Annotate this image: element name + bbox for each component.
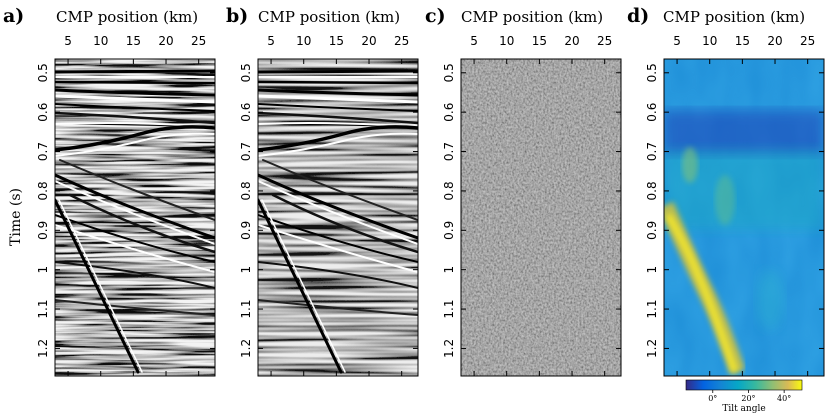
x-tick-label: 15 bbox=[735, 34, 750, 48]
panel-d-top-axis: 5 10 15 20 25 bbox=[673, 34, 815, 376]
y-tick-label: 0.6 bbox=[36, 103, 50, 122]
colorbar-tick-label: 0° bbox=[708, 394, 717, 403]
panel-d-letter: d) bbox=[627, 5, 649, 27]
panel-a-top-axis: 5 10 15 20 25 bbox=[64, 34, 206, 376]
y-tick-label: 0.9 bbox=[239, 221, 253, 240]
panel-d: d) CMP position (km) 5 10 15 20 25 0.5 0.6 0.7… bbox=[627, 5, 825, 377]
x-tick-label: 5 bbox=[673, 34, 681, 48]
x-tick-label: 20 bbox=[361, 34, 376, 48]
x-tick-label: 25 bbox=[394, 34, 409, 48]
panel-a-reflectors bbox=[55, 69, 215, 374]
y-tick-label: 0.9 bbox=[645, 221, 659, 240]
y-tick-label: 0.6 bbox=[442, 103, 456, 122]
panel-d-title: CMP position (km) bbox=[663, 8, 805, 26]
panel-b: b) CMP position (km) bbox=[226, 5, 419, 377]
y-tick-label: 1.2 bbox=[239, 339, 253, 358]
panel-d-left-axis: 0.5 0.6 0.7 0.8 0.9 1 1.1 1.2 bbox=[645, 63, 824, 358]
y-tick-label: 0.7 bbox=[442, 142, 456, 161]
y-tick-label: 0.7 bbox=[645, 142, 659, 161]
y-tick-label: 1 bbox=[239, 266, 253, 274]
colorbar-tick-label: 20° bbox=[741, 394, 755, 403]
x-tick-label: 15 bbox=[532, 34, 547, 48]
y-tick-label: 1.2 bbox=[645, 339, 659, 358]
y-tick-label: 0.6 bbox=[645, 103, 659, 122]
colorbar-tick-label: 40° bbox=[777, 394, 791, 403]
panel-c-left-axis: 0.5 0.6 0.7 0.8 0.9 1 1.1 1.2 bbox=[442, 63, 621, 358]
x-tick-label: 10 bbox=[93, 34, 108, 48]
y-tick-label: 0.8 bbox=[645, 181, 659, 200]
colorbar-ticks: 0° 20° 40° bbox=[708, 390, 791, 403]
y-tick-label: 0.8 bbox=[36, 181, 50, 200]
x-tick-label: 20 bbox=[767, 34, 782, 48]
panel-b-top-axis: 5 10 15 20 25 bbox=[267, 34, 409, 376]
y-tick-label: 0.9 bbox=[442, 221, 456, 240]
x-tick-label: 15 bbox=[329, 34, 344, 48]
x-tick-label: 5 bbox=[64, 34, 72, 48]
panel-b-reflectors bbox=[258, 69, 418, 374]
panel-c: c) CMP position (km) 5 10 15 20 25 0.5 0.6 0.7… bbox=[425, 5, 622, 377]
y-tick-label: 1 bbox=[645, 266, 659, 274]
panel-b-left-axis: 0.5 0.6 0.7 0.8 0.9 1 1.1 1.2 bbox=[239, 63, 418, 358]
y-tick-label: 1.1 bbox=[239, 300, 253, 319]
colorbar: 0° 20° 40° Tilt angle bbox=[685, 379, 803, 414]
y-tick-label: 0.9 bbox=[36, 221, 50, 240]
panel-b-letter: b) bbox=[226, 5, 248, 27]
colorbar-title: Tilt angle bbox=[722, 404, 765, 414]
panel-a-title: CMP position (km) bbox=[56, 8, 198, 26]
x-tick-label: 10 bbox=[702, 34, 717, 48]
y-tick-label: 1.1 bbox=[442, 300, 456, 319]
y-tick-label: 0.5 bbox=[645, 63, 659, 82]
y-tick-label: 1.1 bbox=[36, 300, 50, 319]
y-tick-label: 1.1 bbox=[645, 300, 659, 319]
y-tick-label: 0.7 bbox=[36, 142, 50, 161]
y-tick-label: 1.2 bbox=[442, 339, 456, 358]
panel-b-title: CMP position (km) bbox=[258, 8, 400, 26]
x-tick-label: 5 bbox=[470, 34, 478, 48]
panel-a-letter: a) bbox=[3, 5, 24, 27]
panel-c-top-axis: 5 10 15 20 25 bbox=[470, 34, 612, 376]
x-tick-label: 5 bbox=[267, 34, 275, 48]
y-tick-label: 0.8 bbox=[239, 181, 253, 200]
y-axis-label: Time (s) bbox=[8, 188, 24, 246]
x-tick-label: 20 bbox=[158, 34, 173, 48]
y-tick-label: 0.6 bbox=[239, 103, 253, 122]
y-tick-label: 0.5 bbox=[442, 63, 456, 82]
panel-b-image bbox=[258, 59, 418, 376]
panel-d-image bbox=[664, 59, 824, 376]
x-tick-label: 20 bbox=[564, 34, 579, 48]
panel-a: a) CMP position (km) bbox=[3, 5, 216, 377]
x-tick-label: 25 bbox=[597, 34, 612, 48]
colorbar-gradient bbox=[685, 379, 803, 391]
panel-c-title: CMP position (km) bbox=[461, 8, 603, 26]
y-tick-label: 1 bbox=[442, 266, 456, 274]
x-tick-label: 10 bbox=[296, 34, 311, 48]
y-tick-label: 0.5 bbox=[239, 63, 253, 82]
x-tick-label: 15 bbox=[126, 34, 141, 48]
y-tick-label: 0.5 bbox=[36, 63, 50, 82]
y-tick-label: 1 bbox=[36, 266, 50, 274]
x-tick-label: 25 bbox=[800, 34, 815, 48]
panel-c-image bbox=[461, 59, 621, 376]
panel-a-left-axis: 0.5 0.6 0.7 0.8 0.9 1 1.1 1.2 bbox=[36, 63, 215, 358]
x-tick-label: 25 bbox=[191, 34, 206, 48]
y-tick-label: 1.2 bbox=[36, 339, 50, 358]
y-tick-label: 0.8 bbox=[442, 181, 456, 200]
x-tick-label: 10 bbox=[499, 34, 514, 48]
panel-c-letter: c) bbox=[425, 5, 446, 27]
panel-a-image bbox=[55, 59, 215, 376]
y-tick-label: 0.7 bbox=[239, 142, 253, 161]
